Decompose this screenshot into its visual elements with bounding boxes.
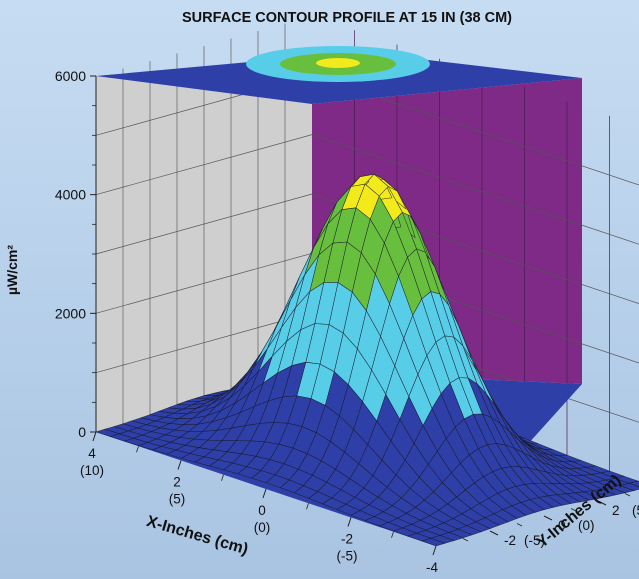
wall-gridline — [95, 134, 639, 245]
y-minor-tick — [570, 508, 577, 512]
x-tick-sublabel: (10) — [80, 463, 104, 478]
y-minor-tick — [624, 493, 631, 497]
x-tick-label: -4 — [426, 560, 438, 575]
wall-gridline — [95, 193, 639, 305]
x-tick-sublabel: (5) — [169, 492, 186, 507]
x-tick-sublabel: (-5) — [337, 549, 358, 564]
z-tick-label: 6000 — [55, 68, 86, 84]
z-tick-label: 0 — [78, 424, 86, 440]
y-tick-mark — [489, 530, 499, 536]
x-tick-mark — [347, 517, 352, 527]
y-tick-sublabel: (5) — [632, 503, 639, 518]
x-minor-tick — [306, 503, 309, 510]
x-tick-label: 2 — [173, 475, 181, 490]
y-minor-tick — [516, 523, 523, 527]
x-ticks: 4 (10) 2 (5) 0 (0) -2 (-5) -4 (-10) — [80, 431, 447, 579]
y-ticks: 4(10)2(5)0(0)-2(-5) — [462, 493, 639, 548]
y-tick-sublabel: (0) — [578, 518, 595, 533]
x-tick-mark — [262, 488, 267, 499]
x-tick-label: 4 — [88, 446, 96, 461]
x-tick-label: -2 — [341, 532, 353, 547]
surface-cell — [95, 428, 121, 437]
z-tick-label: 4000 — [55, 187, 86, 203]
y-tick-label: 0 — [558, 518, 566, 533]
z-tick-label: 2000 — [55, 305, 86, 321]
x-minor-tick — [391, 531, 394, 538]
surface-fill — [95, 173, 639, 547]
x-minor-tick — [136, 446, 139, 453]
chart-title: SURFACE CONTOUR PROFILE AT 15 IN (38 CM) — [182, 10, 512, 26]
top-contour-level-3 — [316, 58, 360, 68]
y-tick-label: -2 — [504, 533, 516, 548]
y-minor-tick — [462, 538, 469, 542]
z-axis-label: µW/cm² — [4, 245, 20, 295]
x-tick-mark — [92, 431, 97, 442]
y-tick-mark — [543, 515, 553, 521]
x-tick-mark — [177, 460, 182, 470]
x-tick-sublabel: (-10) — [418, 577, 447, 579]
y-tick-label: 2 — [612, 503, 620, 518]
top-contours — [246, 46, 430, 82]
x-tick-sublabel: (0) — [254, 520, 271, 535]
y-tick-mark — [597, 500, 607, 506]
x-tick-label: 0 — [258, 503, 266, 518]
y-tick-sublabel: (-5) — [524, 533, 545, 548]
x-tick-mark — [432, 545, 437, 556]
z-ticks: 0 2000 4000 6000 — [55, 68, 96, 440]
x-minor-tick — [221, 474, 224, 481]
